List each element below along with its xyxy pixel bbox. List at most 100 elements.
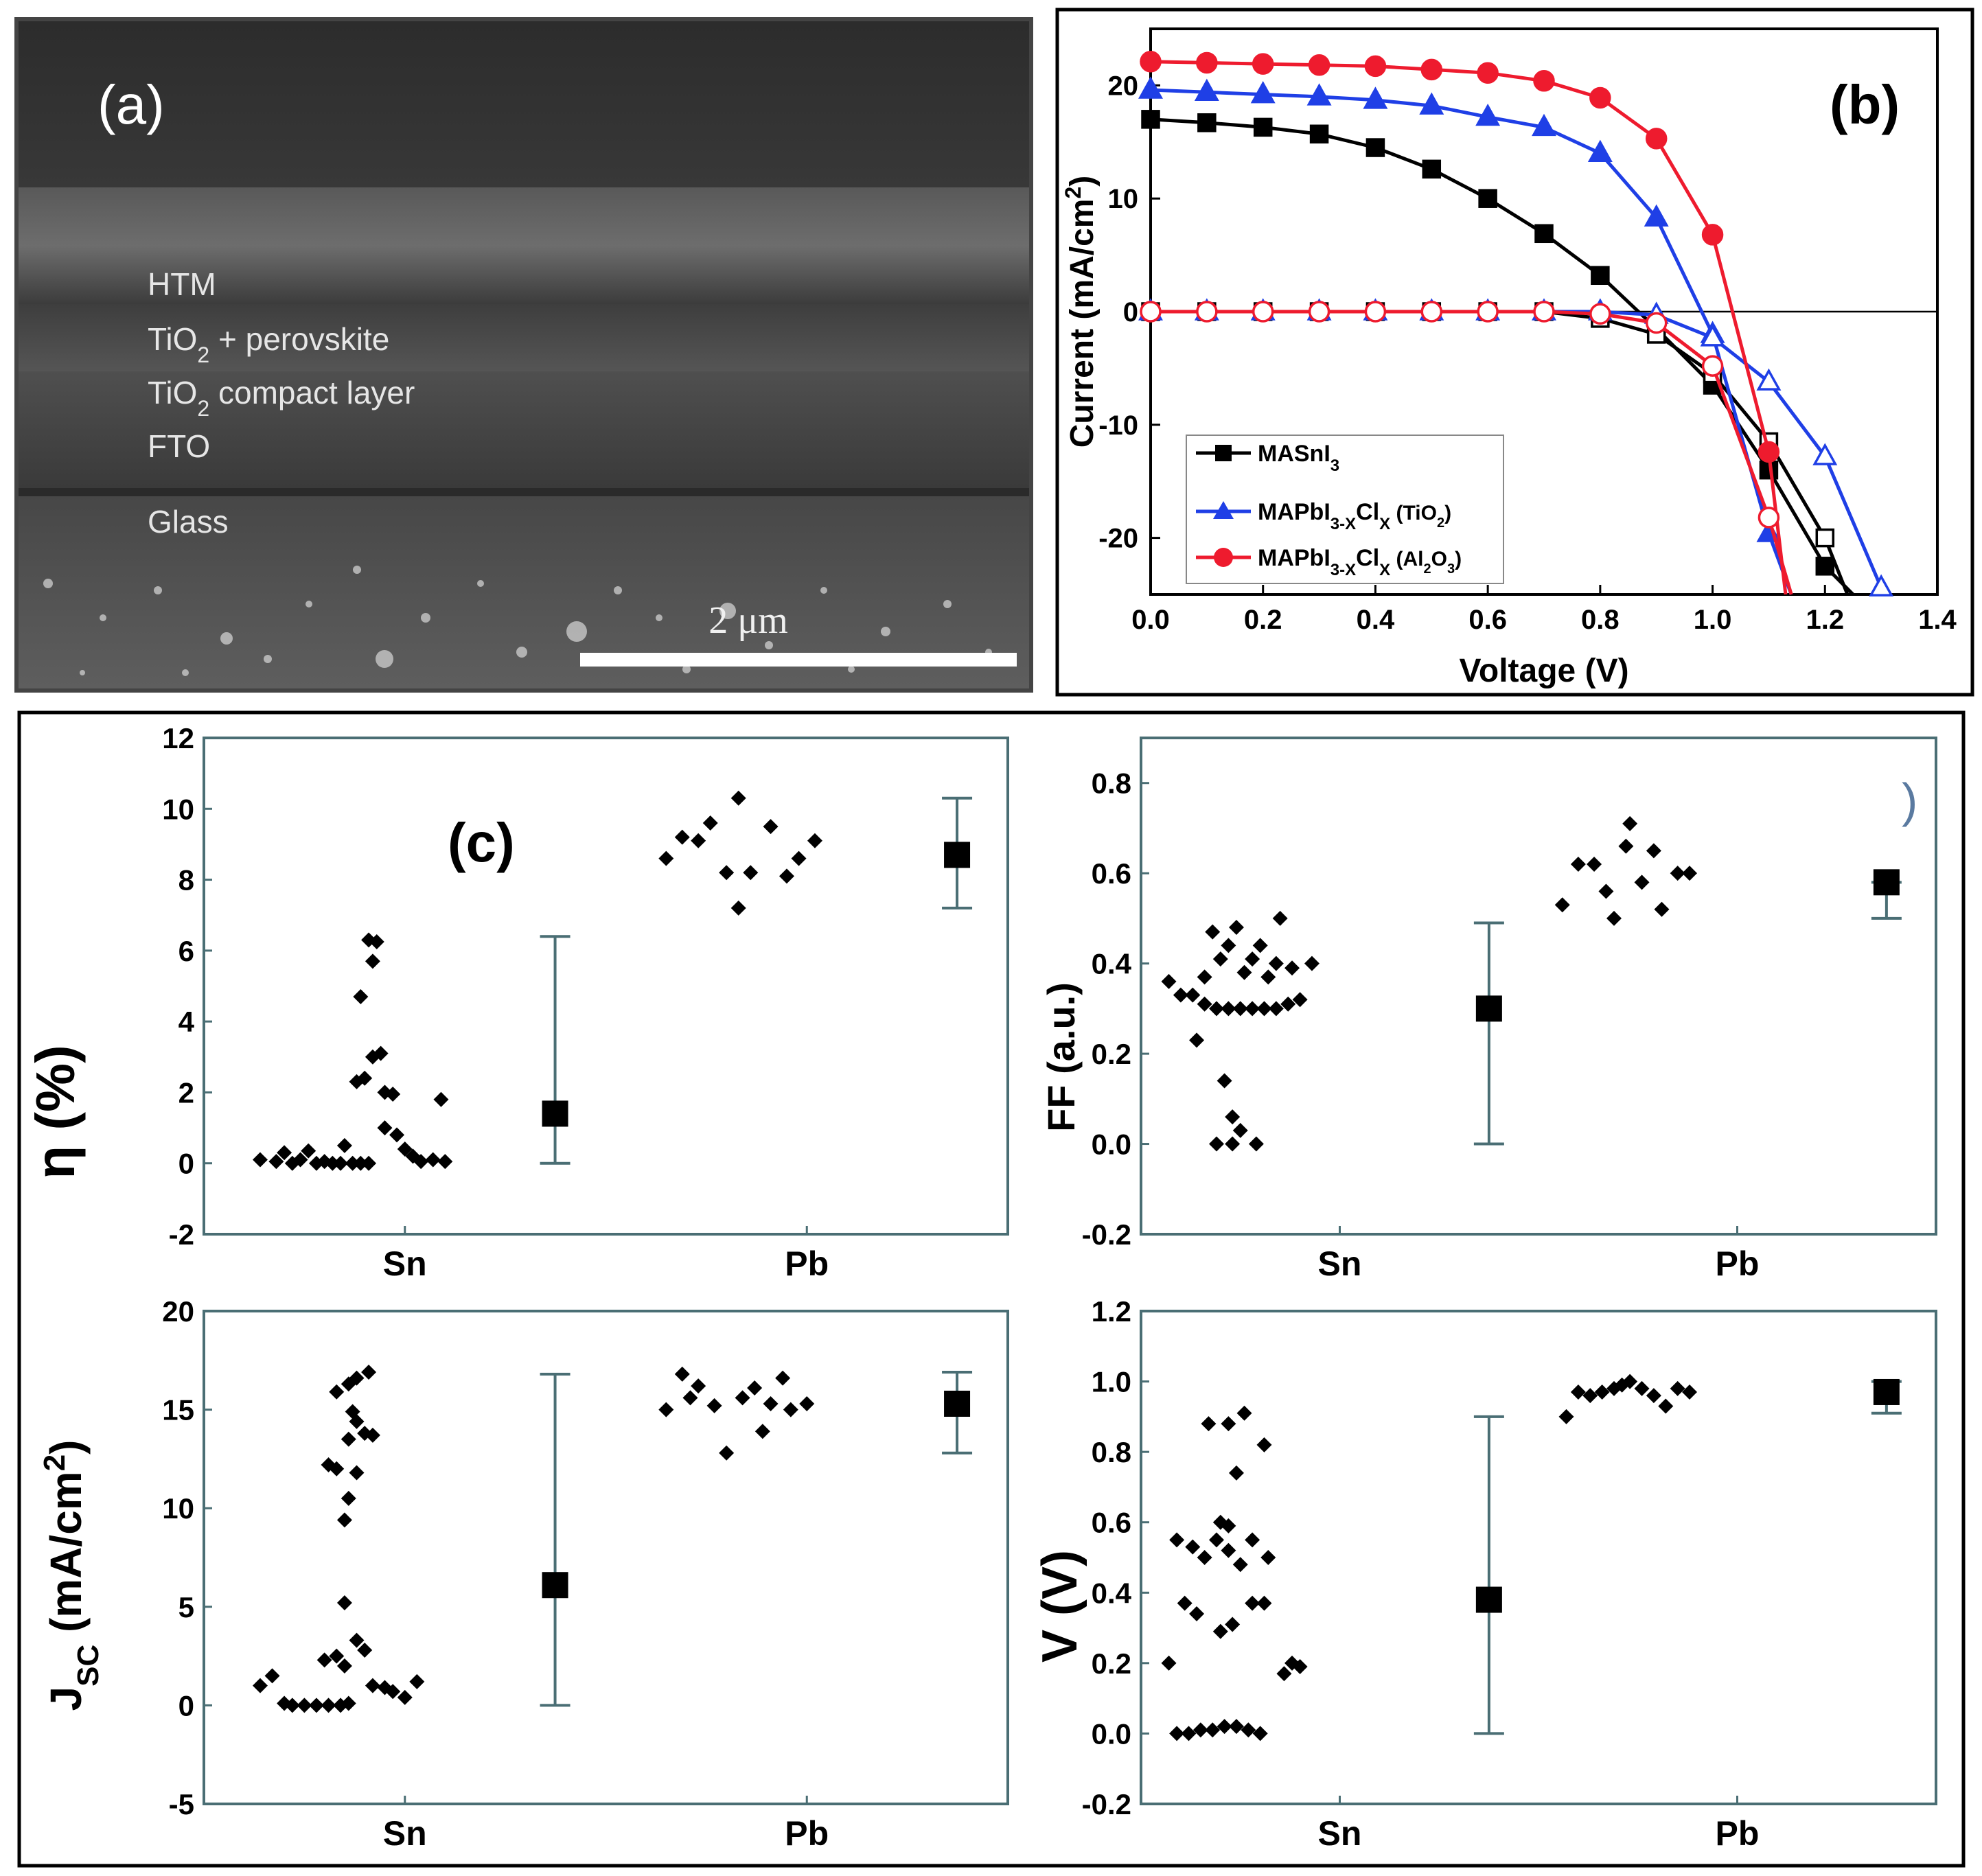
panel-b-series — [1138, 51, 1894, 597]
data-point — [1533, 70, 1555, 92]
sample-point — [297, 1698, 312, 1713]
voc-subplot: 1.2 1.0 0.8 0.6 0.4 0.2 0.0 -0.2 Sn Pb — [1082, 1295, 1937, 1853]
sample-point — [373, 1045, 389, 1061]
sample-point — [1280, 996, 1296, 1012]
sample-point — [308, 1698, 324, 1713]
sample-point — [1622, 815, 1638, 831]
sample-point — [365, 1678, 380, 1693]
sem-particles — [43, 566, 992, 676]
data-point — [1364, 55, 1387, 78]
sample-point — [345, 1404, 360, 1420]
sample-point — [1634, 1380, 1650, 1396]
sample-point — [1260, 969, 1276, 985]
sample-point — [1252, 938, 1268, 953]
sample-point — [353, 988, 369, 1004]
sample-point — [799, 1396, 815, 1411]
mean-marker — [1475, 995, 1502, 1022]
sample-point — [1256, 1437, 1272, 1452]
sample-point — [264, 1668, 280, 1684]
scale-bar-label: 2 μm — [708, 599, 788, 642]
category-label-sn: Sn — [383, 1814, 427, 1853]
x-tick-label: 1.4 — [1918, 605, 1957, 635]
data-point — [1364, 301, 1387, 323]
sample-point — [658, 850, 674, 866]
y-tick-label: -5 — [169, 1788, 194, 1820]
data-point — [1759, 460, 1779, 480]
data-point — [1589, 303, 1611, 325]
sample-point — [1292, 992, 1308, 1008]
sem-layer-perovskite — [19, 304, 1029, 371]
sample-point — [1225, 1617, 1241, 1632]
panel-c-border — [17, 710, 1966, 1868]
data-point — [1252, 301, 1274, 323]
sample-point — [369, 934, 384, 949]
sample-point — [284, 1698, 300, 1713]
y-tick-label: -0.2 — [1082, 1788, 1131, 1820]
sample-point — [1221, 938, 1236, 953]
data-point — [1869, 574, 1894, 597]
sample-point — [277, 1145, 292, 1161]
sample-point — [336, 1512, 352, 1528]
panel-a-tag: (a) — [97, 74, 165, 135]
data-point — [1591, 266, 1610, 286]
sample-point — [783, 1402, 798, 1417]
sample-point — [361, 1155, 377, 1171]
sample-point — [743, 865, 759, 881]
sample-point — [763, 1396, 779, 1411]
y-tick-label: 1.2 — [1092, 1295, 1131, 1328]
sample-point — [1622, 1374, 1638, 1389]
y-tick-label: 2 — [178, 1076, 194, 1109]
panel-b-jv-chart: (b) 0.0 0.2 0.4 0.6 0.8 1.0 1.2 1.420100-10-20 … — [1055, 8, 1974, 697]
sample-point — [1228, 920, 1244, 936]
sample-point — [1197, 1550, 1212, 1565]
sample-point — [1221, 1416, 1236, 1432]
sample-point — [658, 1402, 674, 1417]
sample-point — [1192, 1722, 1208, 1738]
sample-point — [691, 833, 706, 848]
sample-point — [1209, 1001, 1225, 1017]
y-tick-label: 5 — [178, 1591, 194, 1623]
sample-point — [357, 1642, 373, 1658]
sample-point — [1670, 866, 1685, 881]
x-tick-label: 0.4 — [1357, 605, 1395, 635]
y-tick-label: -20 — [1098, 524, 1138, 554]
mean-marker — [542, 1100, 568, 1127]
sample-point — [397, 1142, 413, 1157]
sample-point — [336, 1137, 352, 1153]
layer-label-tio2-compact: TiO2 compact layer — [148, 375, 415, 421]
sample-point — [1582, 1388, 1598, 1404]
layer-label-tio2-perovskite: TiO2 + perovskite — [148, 321, 389, 367]
sample-point — [1236, 964, 1252, 980]
jsc-subplot: 20 15 10 5 0 -5 Sn Pb — [162, 1295, 1009, 1853]
sample-point — [329, 1461, 345, 1477]
x-tick-label: 0.6 — [1468, 605, 1507, 635]
y-tick-label: 0.4 — [1092, 1577, 1132, 1609]
sample-point — [1232, 1001, 1248, 1017]
sample-point — [353, 1155, 369, 1171]
sample-point — [1658, 1398, 1674, 1414]
y-tick-label: 0.4 — [1092, 948, 1132, 980]
data-point — [1815, 557, 1835, 576]
data-point — [1420, 301, 1443, 323]
sample-point — [702, 815, 718, 831]
sample-point — [1268, 956, 1284, 971]
sample-point — [365, 953, 380, 969]
data-point — [1477, 301, 1499, 323]
sample-point — [682, 1390, 698, 1406]
sample-point — [1169, 1532, 1185, 1548]
data-point — [1475, 103, 1501, 126]
sample-point — [329, 1648, 345, 1664]
sample-point — [1185, 1539, 1201, 1555]
sample-point — [1212, 951, 1228, 967]
data-point — [1138, 76, 1163, 99]
sample-point — [341, 1431, 356, 1447]
data-point — [1420, 58, 1443, 81]
sample-point — [316, 1652, 332, 1668]
data-point — [1141, 110, 1160, 129]
y-tick-label: 6 — [178, 935, 194, 967]
category-label-pb: Pb — [785, 1814, 829, 1853]
data-point — [1306, 83, 1332, 106]
sample-point — [1570, 857, 1586, 872]
